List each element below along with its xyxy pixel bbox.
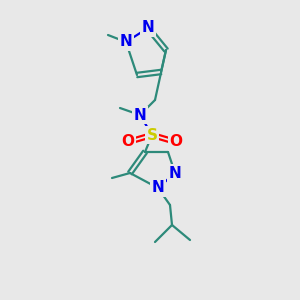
Text: N: N xyxy=(134,107,146,122)
Text: N: N xyxy=(152,181,164,196)
Text: N: N xyxy=(169,166,182,181)
Text: N: N xyxy=(120,34,132,50)
Text: O: O xyxy=(122,134,134,149)
Text: S: S xyxy=(146,128,158,142)
Text: N: N xyxy=(142,20,154,35)
Text: O: O xyxy=(169,134,182,149)
